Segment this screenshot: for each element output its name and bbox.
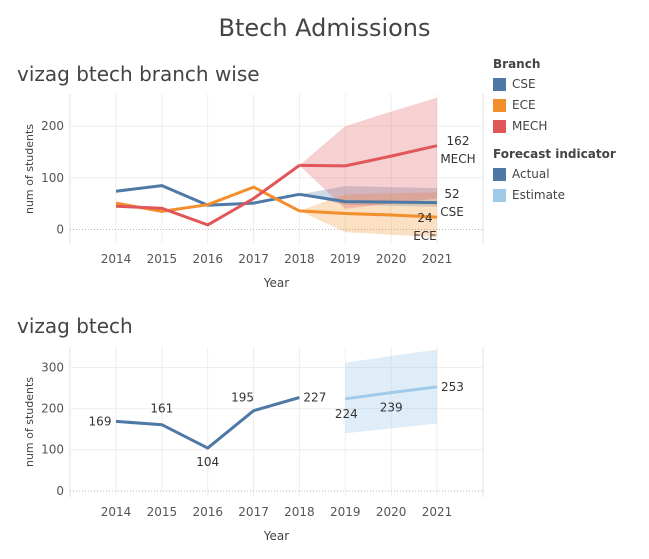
legend-item-mech[interactable]: MECH — [493, 117, 616, 135]
c2-xtick-2014: 2014 — [101, 505, 132, 519]
legend-label-actual: Actual — [512, 167, 550, 181]
c2-xtick-2017: 2017 — [238, 505, 269, 519]
c2-data-label-2019: 224 — [335, 407, 358, 421]
legend: Branch CSE ECE MECH Forecast indicator A… — [493, 57, 616, 207]
legend-swatch-estimate — [493, 188, 506, 202]
c1-xtick-2018: 2018 — [284, 252, 315, 266]
c2-data-label-2017: 195 — [231, 391, 254, 405]
legend-item-estimate[interactable]: Estimate — [493, 186, 616, 204]
c1-end-label-cse: CSE — [440, 205, 464, 219]
legend-item-ece[interactable]: ECE — [493, 96, 616, 114]
c2-ylabel: num of students — [23, 377, 36, 467]
c1-ytick-200: 200 — [41, 119, 64, 133]
branch-legend-title: Branch — [493, 57, 541, 71]
c1-end-label-mech: MECH — [440, 152, 475, 166]
c1-end-value-cse: 52 — [444, 187, 459, 201]
c2-xtick-2015: 2015 — [147, 505, 178, 519]
legend-label-ece: ECE — [512, 98, 536, 112]
legend-label-estimate: Estimate — [512, 188, 566, 202]
c2-line-actual — [115, 396, 300, 450]
c2-ytick-200: 200 — [41, 402, 64, 416]
c2-data-label-2018: 227 — [303, 391, 326, 405]
c1-xtick-2017: 2017 — [238, 252, 269, 266]
c1-xtick-2015: 2015 — [147, 252, 178, 266]
c2-xtick-2020: 2020 — [376, 505, 407, 519]
legend-item-actual[interactable]: Actual — [493, 165, 616, 183]
legend-swatch-ece — [493, 98, 506, 112]
c2-xtick-2018: 2018 — [284, 505, 315, 519]
dashboard-title: Btech Admissions — [218, 14, 431, 42]
c1-xlabel: Year — [263, 276, 289, 290]
branch-chart-title: vizag btech branch wise — [17, 62, 260, 86]
forecast-legend-title: Forecast indicator — [493, 147, 616, 161]
c2-data-label-2015: 161 — [150, 402, 173, 416]
c1-xtick-2014: 2014 — [101, 252, 132, 266]
c1-end-label-ece: ECE — [413, 229, 437, 243]
c2-xtick-2019: 2019 — [330, 505, 361, 519]
c2-data-label-2021: 253 — [441, 380, 464, 394]
c1-xtick-2016: 2016 — [192, 252, 223, 266]
c1-line-actual-mech — [115, 164, 301, 227]
c1-ytick-100: 100 — [41, 171, 64, 185]
c1-xtick-2020: 2020 — [376, 252, 407, 266]
c1-line-forecast-ece — [299, 209, 438, 219]
c1-end-value-mech: 162 — [447, 134, 470, 148]
legend-label-cse: CSE — [512, 77, 536, 91]
c2-xlabel: Year — [263, 529, 289, 543]
c2-ytick-300: 300 — [41, 361, 64, 375]
c2-data-label-2020: 239 — [380, 401, 403, 415]
c2-xtick-2021: 2021 — [422, 505, 453, 519]
c2-ytick-100: 100 — [41, 443, 64, 457]
c2-line-estimate — [345, 385, 438, 401]
c2-xtick-2016: 2016 — [192, 505, 223, 519]
c2-data-label-2016: 104 — [196, 455, 219, 469]
legend-label-mech: MECH — [512, 119, 548, 133]
total-chart-title: vizag btech — [17, 314, 133, 338]
c2-ytick-0: 0 — [56, 484, 64, 498]
c1-ylabel: num of students — [23, 124, 36, 214]
c1-line-forecast-cse — [299, 192, 438, 205]
c1-band-mech — [299, 97, 437, 209]
legend-swatch-actual — [493, 167, 506, 181]
c1-ytick-0: 0 — [56, 223, 64, 237]
c1-xtick-2019: 2019 — [330, 252, 361, 266]
c2-data-label-2014: 169 — [89, 414, 112, 428]
legend-swatch-cse — [493, 77, 506, 91]
legend-swatch-mech — [493, 119, 506, 133]
legend-item-cse[interactable]: CSE — [493, 75, 616, 93]
c1-xtick-2021: 2021 — [422, 252, 453, 266]
c1-line-forecast-mech — [299, 144, 438, 168]
c1-end-value-ece: 24 — [417, 211, 432, 225]
